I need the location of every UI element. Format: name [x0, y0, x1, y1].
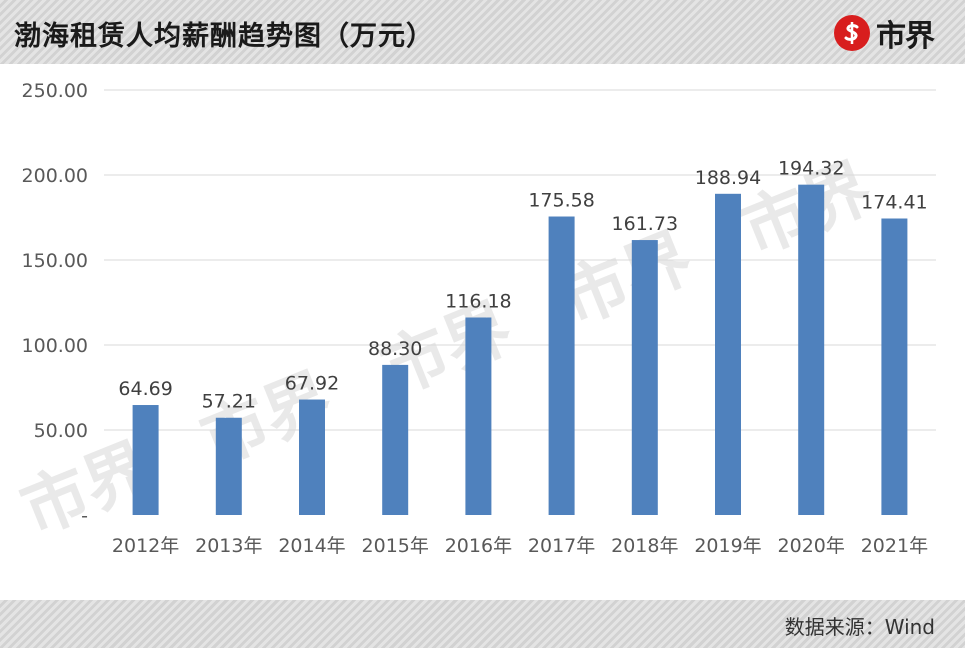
x-tick-label: 2015年: [362, 535, 429, 557]
data-label: 57.21: [202, 391, 256, 413]
data-label: 67.92: [285, 373, 339, 395]
y-tick-label: 50.00: [34, 420, 88, 442]
data-label: 174.41: [861, 192, 927, 214]
x-tick-label: 2013年: [195, 535, 262, 557]
data-label: 64.69: [118, 378, 172, 400]
y-tick-label: 200.00: [22, 165, 88, 187]
x-tick-label: 2016年: [445, 535, 512, 557]
x-tick-label: 2017年: [528, 535, 595, 557]
y-tick-label: 100.00: [22, 335, 88, 357]
y-tick-label: 150.00: [22, 250, 88, 272]
bar: [798, 184, 825, 515]
bar: [382, 364, 409, 515]
chart-title: 渤海租赁人均薪酬趋势图（万元）: [14, 21, 434, 52]
logo-dollar-icon: [834, 15, 870, 51]
bar: [299, 399, 325, 515]
bar: [548, 216, 575, 516]
x-tick-label: 2020年: [778, 535, 845, 557]
logo-text: 市界: [876, 19, 935, 54]
bar: [132, 405, 159, 515]
bars: [132, 184, 908, 516]
data-label: 188.94: [695, 167, 761, 189]
data-label: 116.18: [445, 290, 511, 312]
data-label: 175.58: [528, 190, 594, 212]
bar: [465, 317, 492, 515]
bar: [881, 218, 908, 516]
data-labels: 64.69 57.21 67.92 88.30 116.18 175.58 161.73 18…: [118, 158, 927, 413]
gridlines: [104, 89, 936, 431]
y-tick-label: 250.00: [22, 80, 88, 102]
x-axis-ticks: 2012年 2013年 2014年 2015年 2016年 2017年 2018年 2019年…: [112, 535, 928, 557]
title-bar: 渤海租赁人均薪酬趋势图（万元） 市界: [0, 0, 965, 64]
brand-logo: 市界: [834, 14, 935, 54]
data-source: 数据来源：Wind: [784, 615, 935, 639]
footer-bar: 数据来源：Wind: [0, 600, 965, 648]
data-label: 161.73: [612, 213, 678, 235]
x-tick-label: 2019年: [694, 535, 761, 557]
data-label: 88.30: [368, 338, 422, 360]
y-axis-ticks: - 50.00 100.00 150.00 200.00 250.00: [22, 80, 88, 527]
bar: [715, 193, 741, 515]
bar: [215, 417, 242, 515]
y-tick-label: -: [81, 505, 88, 527]
x-tick-label: 2018年: [611, 535, 678, 557]
data-label: 194.32: [778, 158, 844, 180]
x-tick-label: 2012年: [112, 535, 179, 557]
bar: [631, 240, 658, 515]
x-tick-label: 2014年: [278, 535, 345, 557]
x-tick-label: 2021年: [861, 535, 928, 557]
